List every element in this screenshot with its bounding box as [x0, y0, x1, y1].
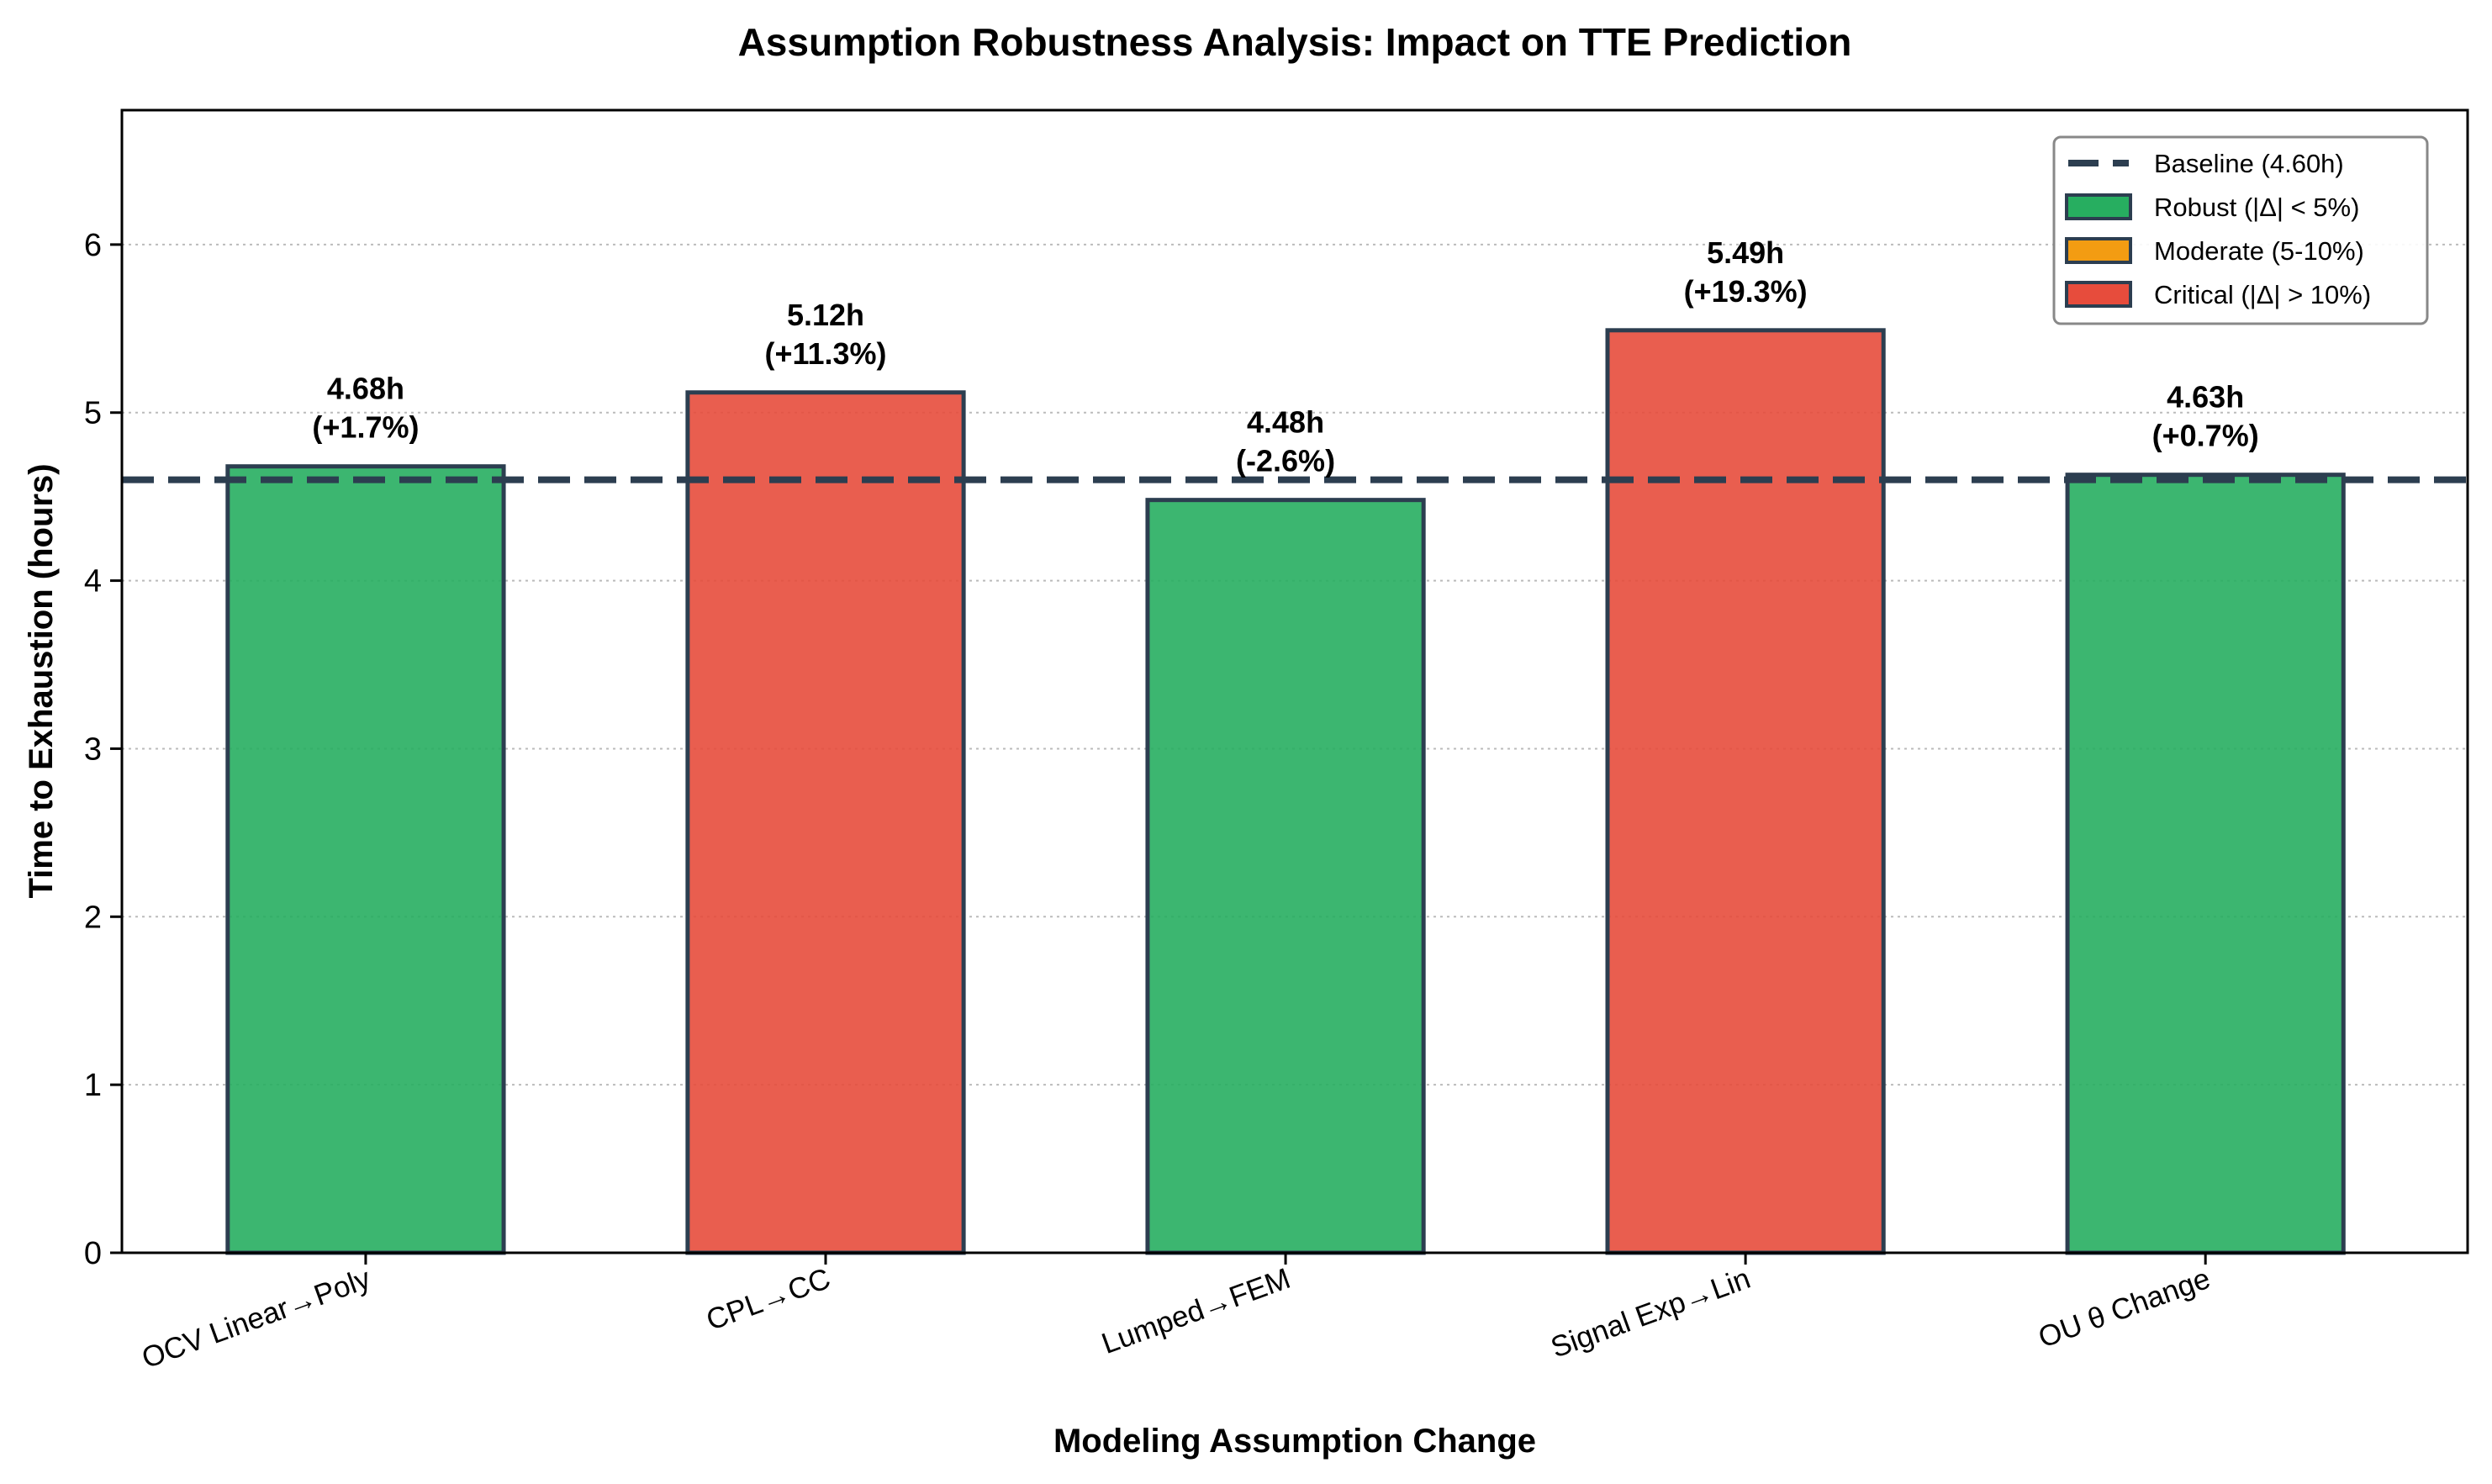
bar-value-label: 5.49h: [1707, 235, 1784, 270]
bar-labels: 4.68h (+1.7%) 5.12h (+11.3%) 4.48h (-2.6%) 5.4…: [312, 235, 2258, 478]
bar-pct-label: (+19.3%): [1684, 274, 1808, 309]
bar-pct-label: (-2.6%): [1236, 444, 1335, 478]
legend: Baseline (4.60h) Robust (|Δ| < 5%) Moderat…: [2052, 135, 2429, 325]
legend-swatch-robust: [2065, 193, 2132, 220]
bar-robust: [2065, 473, 2346, 1255]
legend-label-robust: Robust (|Δ| < 5%): [2154, 193, 2359, 222]
y-axis-label: Time to Exhaustion (hours): [23, 463, 60, 898]
x-tick-label: CPL→CC: [702, 1262, 835, 1337]
x-tick-label: OCV Linear→Poly: [138, 1262, 376, 1376]
legend-label-critical: Critical (|Δ| > 10%): [2154, 280, 2371, 309]
y-tick-label: 4: [84, 564, 102, 599]
y-axis-ticks: 0 1 2 3 4 5 6: [84, 228, 122, 1271]
bar-robust: [1145, 498, 1426, 1255]
bar-pct-label: (+11.3%): [764, 336, 886, 371]
legend-label-moderate: Moderate (5-10%): [2154, 236, 2364, 266]
y-tick-label: 2: [84, 900, 102, 935]
y-tick-label: 3: [84, 731, 102, 767]
bar-value-label: 5.12h: [787, 298, 864, 332]
x-tick-label: OU θ Change: [2034, 1262, 2214, 1355]
legend-swatch-critical: [2065, 281, 2132, 308]
bar-critical: [685, 390, 966, 1255]
y-tick-label: 5: [84, 396, 102, 431]
bar-value-label: 4.63h: [2167, 380, 2244, 415]
gridlines: [122, 243, 2468, 1086]
x-axis-label: Modeling Assumption Change: [1053, 1423, 1536, 1460]
legend-swatch-moderate: [2065, 237, 2132, 264]
bar-value-label: 4.68h: [327, 372, 404, 406]
bar-value-label: 4.48h: [1247, 405, 1324, 440]
y-tick-label: 0: [84, 1236, 102, 1271]
bar-critical: [1605, 328, 1886, 1255]
bar-pct-label: (+0.7%): [2152, 419, 2259, 453]
y-tick-label: 1: [84, 1068, 102, 1103]
legend-box: [2052, 135, 2429, 325]
x-axis-ticks: OCV Linear→Poly CPL→CC Lumped→FEM Signal Ex…: [138, 1253, 2215, 1375]
y-tick-label: 6: [84, 228, 102, 263]
bar-robust: [225, 464, 506, 1255]
chart-title: Assumption Robustness Analysis: Impact o…: [738, 20, 1852, 64]
bars: [225, 328, 2346, 1255]
plot-frame: [120, 108, 2469, 1254]
legend-label-baseline: Baseline (4.60h): [2154, 149, 2344, 178]
x-tick-label: Lumped→FEM: [1097, 1262, 1295, 1360]
bar-pct-label: (+1.7%): [312, 410, 419, 445]
x-tick-label: Signal Exp→Lin: [1546, 1262, 1754, 1365]
